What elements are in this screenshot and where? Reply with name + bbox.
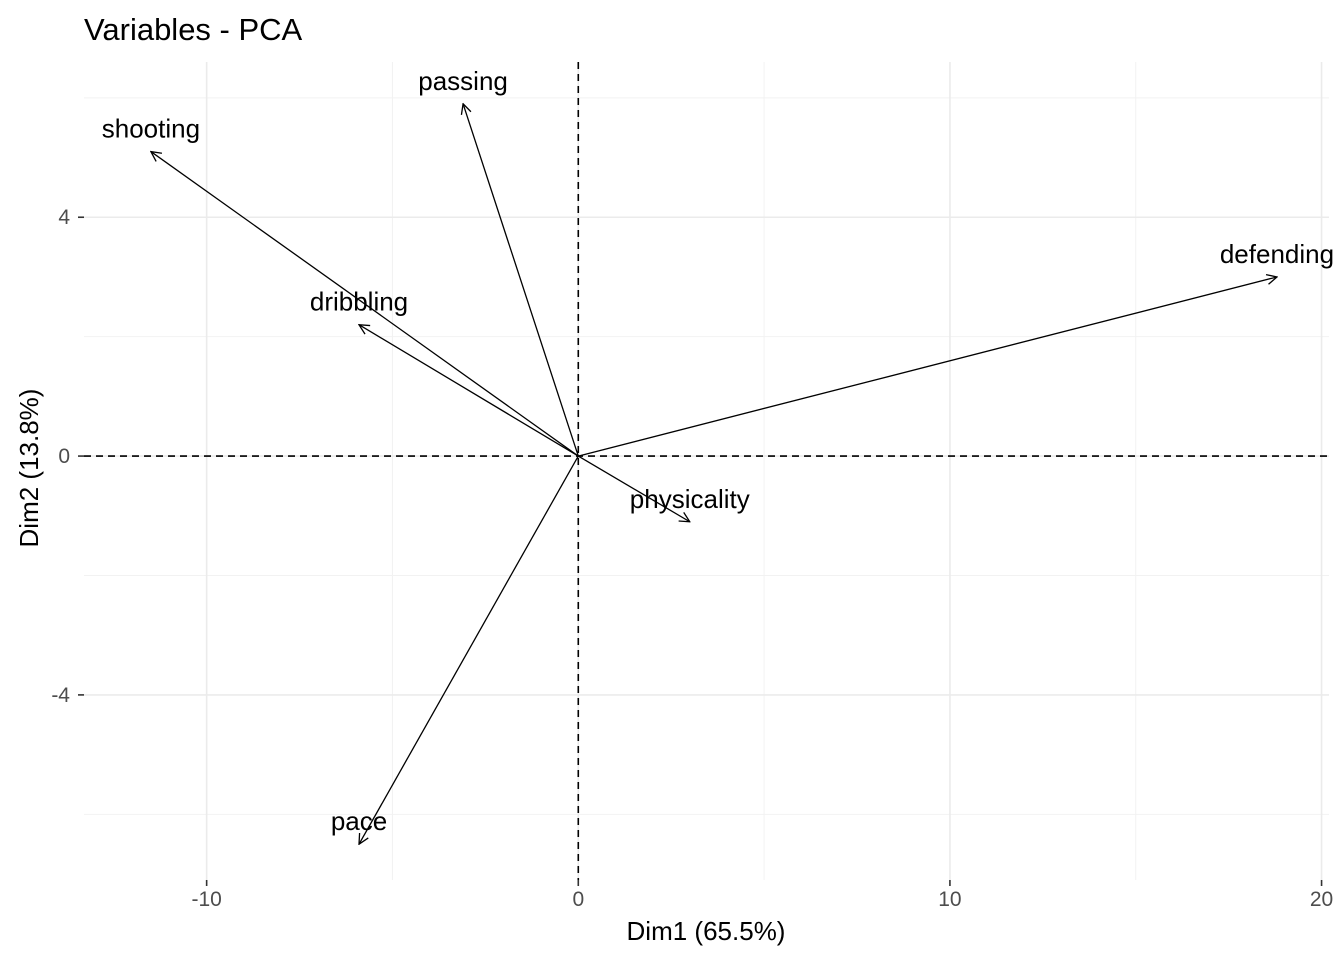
variable-arrows: [151, 104, 1277, 844]
y-tick-label: -4: [51, 684, 70, 707]
x-tick-label: 0: [572, 888, 584, 911]
variable-labels: passing shooting defending dribbling physica…: [102, 66, 1334, 836]
label-shooting: shooting: [102, 114, 200, 144]
arrow-defending: [578, 277, 1277, 457]
x-tick-label: 10: [938, 888, 961, 911]
label-dribbling: dribbling: [310, 287, 408, 317]
label-passing: passing: [418, 66, 508, 96]
x-axis-title: Dim1 (65.5%): [627, 916, 786, 946]
y-tick-label: 4: [58, 206, 70, 229]
y-tick-label: 0: [58, 445, 70, 468]
arrow-shooting: [151, 152, 579, 457]
arrow-passing: [463, 104, 579, 457]
y-axis-title: Dim2 (13.8%): [14, 389, 44, 548]
zero-reference-lines: [84, 62, 1329, 880]
label-defending: defending: [1220, 239, 1334, 269]
axis-ticks: -10 0 10 20 -4 0 4: [51, 206, 1333, 911]
grid: [84, 62, 1329, 880]
arrow-pace: [359, 455, 579, 844]
x-tick-label: -10: [191, 888, 221, 911]
x-tick-label: 20: [1310, 888, 1333, 911]
arrow-physicality: [577, 455, 689, 522]
label-pace: pace: [331, 806, 387, 836]
arrow-dribbling: [359, 325, 579, 457]
label-physicality: physicality: [630, 484, 750, 514]
chart-title: Variables - PCA: [84, 12, 303, 47]
